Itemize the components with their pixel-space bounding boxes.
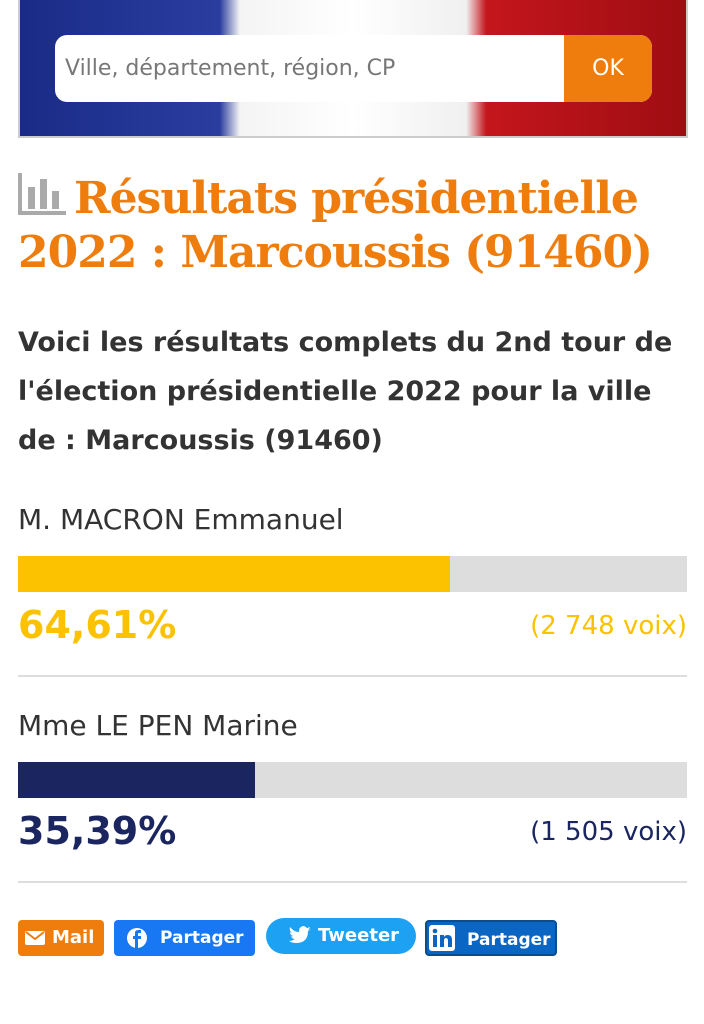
share-facebook[interactable]: Partager xyxy=(114,920,255,956)
percent-label: 64,61% xyxy=(18,603,177,647)
share-linkedin[interactable]: Partager xyxy=(425,920,557,956)
share-label[interactable]: Partager xyxy=(160,928,244,948)
mail-icon xyxy=(25,931,45,945)
page-title: Résultats présidentielle 2022 : Marcouss… xyxy=(18,172,688,280)
result-bar xyxy=(18,556,451,592)
candidate-name: M. MACRON Emmanuel xyxy=(18,503,344,536)
bar-track xyxy=(18,762,687,798)
search-placeholder[interactable]: Ville, département, région, CP xyxy=(65,56,396,81)
votes-label: (2 748 voix) xyxy=(530,611,687,641)
twitter-icon xyxy=(289,926,311,943)
result-bar xyxy=(18,762,255,798)
result-block: Mme LE PEN Marine 35,39% (1 505 voix) xyxy=(18,706,687,912)
separator xyxy=(18,881,687,883)
share-label[interactable]: Partager xyxy=(467,930,551,950)
facebook-icon xyxy=(127,928,147,948)
bar-track xyxy=(18,556,687,592)
separator xyxy=(18,675,687,677)
flag-banner: Ville, département, région, CP OK xyxy=(18,0,688,138)
search-box[interactable]: Ville, département, région, CP OK xyxy=(55,35,652,102)
search-button[interactable]: OK xyxy=(564,35,652,102)
chart-icon xyxy=(18,173,66,215)
title-text: Résultats présidentielle 2022 : Marcouss… xyxy=(18,173,653,278)
share-twitter[interactable]: Tweeter xyxy=(266,918,416,954)
percent-label: 35,39% xyxy=(18,809,177,853)
result-block: M. MACRON Emmanuel 64,61% (2 748 voix) xyxy=(18,500,687,706)
votes-label: (1 505 voix) xyxy=(530,817,687,847)
share-label[interactable]: Mail xyxy=(52,927,95,948)
candidate-name: Mme LE PEN Marine xyxy=(18,709,298,742)
linkedin-icon xyxy=(429,925,455,951)
intro: Voici les résultats complets du 2nd tour… xyxy=(18,327,673,456)
share-mail[interactable]: Mail xyxy=(18,920,104,956)
share-label[interactable]: Tweeter xyxy=(318,925,400,946)
